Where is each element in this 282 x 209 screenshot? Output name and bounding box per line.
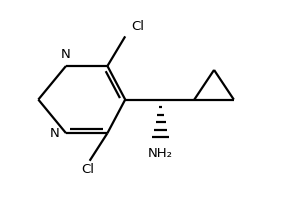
Text: N: N	[61, 48, 71, 61]
Text: NH₂: NH₂	[148, 147, 173, 160]
Text: Cl: Cl	[81, 163, 94, 176]
Text: N: N	[49, 127, 59, 140]
Text: Cl: Cl	[131, 20, 144, 33]
